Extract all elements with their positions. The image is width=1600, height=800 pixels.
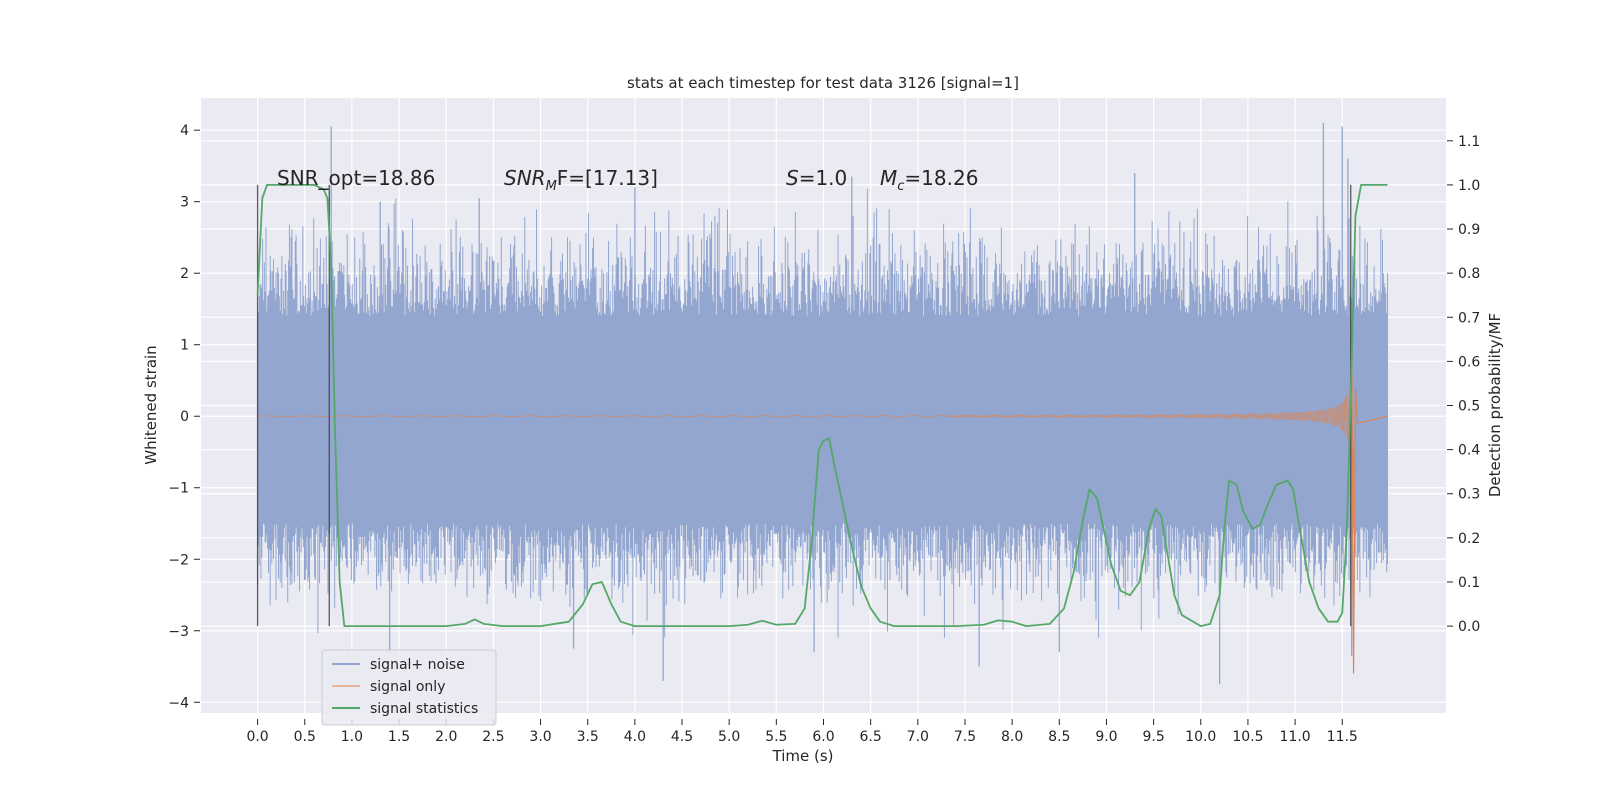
x-tick-label: 9.5 [1142, 729, 1164, 745]
y-tick-label: −1 [168, 481, 189, 497]
x-tick-label: 9.0 [1095, 729, 1117, 745]
x-tick-label: 11.5 [1327, 729, 1358, 745]
x-tick-label: 0.5 [294, 729, 316, 745]
x-tick-label: 1.5 [388, 729, 410, 745]
x-tick-label: 7.0 [907, 729, 929, 745]
x-axis-ticks: 0.0 0.5 1.0 1.5 2.0 2.5 3.0 3.5 4.0 4.5 5.0 5.5 6.0 6… [246, 719, 1358, 745]
y2-tick-label: 0.9 [1458, 222, 1480, 238]
y-axis-ticks: 4 3 2 1 0 −1 −2 −3 −4 [168, 123, 200, 711]
y2-tick-label: 0.6 [1458, 354, 1480, 370]
signal-only-line [257, 371, 1355, 505]
x-tick-label: 10.0 [1185, 729, 1216, 745]
x-tick-label: 7.5 [954, 729, 976, 745]
series-signal-noise [257, 123, 1389, 685]
y2-tick-label: 0.2 [1458, 531, 1480, 547]
x-tick-label: 11.0 [1280, 729, 1311, 745]
annotation-snr-opt: SNR_opt=18.86 [277, 166, 435, 190]
y-tick-label: −4 [168, 695, 189, 711]
x-axis-label: Time (s) [772, 747, 834, 765]
y2-tick-label: 1.0 [1458, 178, 1480, 194]
x-tick-label: 0.0 [246, 729, 268, 745]
y-tick-label: 3 [180, 195, 189, 211]
x-tick-label: 8.5 [1048, 729, 1070, 745]
annotation-mc-subscript: c [897, 179, 904, 194]
signal-only-merger [1351, 351, 1388, 674]
annotation-snr-mf-subscript: M [546, 179, 557, 194]
x-tick-label: 4.0 [624, 729, 646, 745]
y-tick-label: 0 [180, 409, 189, 425]
y-tick-label: −2 [168, 552, 189, 568]
annotations: SNR_opt=18.86 SNRMF=[17.13] S=1.0 Mc=18.… [277, 166, 978, 194]
legend-box [321, 649, 497, 726]
x-tick-label: 6.0 [812, 729, 834, 745]
annotation-mc-symbol: M [880, 166, 897, 190]
signal-only-envelope [946, 326, 1353, 506]
annotation-snr-mf: SNRMF=[17.13] [504, 166, 658, 194]
y-tick-label: 4 [180, 123, 189, 139]
y2-tick-label: 0.3 [1458, 487, 1480, 503]
x-tick-label: 6.5 [860, 729, 882, 745]
y2-tick-label: 0.1 [1458, 575, 1480, 591]
legend: signal+ noise signal only signal statist… [321, 649, 497, 726]
y2-tick-label: 0.0 [1458, 619, 1480, 635]
x-tick-label: 3.0 [529, 729, 551, 745]
x-tick-label: 8.0 [1001, 729, 1023, 745]
annotation-mc-value: =18.26 [904, 166, 978, 190]
annotation-snr-mf-symbol: SNR [504, 166, 546, 190]
y2-tick-label: 0.7 [1458, 310, 1480, 326]
legend-label-signal-noise: signal+ noise [370, 657, 465, 673]
annotation-mc: Mc=18.26 [880, 166, 978, 194]
x-tick-label: 2.5 [482, 729, 504, 745]
annotation-s: S=1.0 [786, 166, 847, 190]
y2-tick-label: 1.1 [1458, 134, 1480, 150]
series-signal-statistics [256, 184, 1388, 627]
y2-tick-label: 0.5 [1458, 399, 1480, 415]
x-tick-label: 5.0 [718, 729, 740, 745]
series-signal-only [257, 326, 1388, 674]
signal-statistics-line [256, 184, 1388, 627]
y-tick-label: −3 [168, 624, 189, 640]
y2-axis-ticks: 1.1 1.0 0.9 0.8 0.7 0.6 0.5 0.4 0.3 0.2 0.1 0.0 [1447, 134, 1480, 635]
annotation-s-symbol: S [786, 166, 799, 190]
y-axis-label: Whitened strain [142, 345, 160, 464]
x-tick-label: 5.5 [765, 729, 787, 745]
chart-title: stats at each timestep for test data 312… [627, 74, 1019, 92]
x-tick-label: 1.0 [341, 729, 363, 745]
annotation-snr-mf-value: F=[17.13] [557, 166, 658, 190]
x-tick-label: 10.5 [1232, 729, 1263, 745]
x-tick-label: 4.5 [671, 729, 693, 745]
y2-tick-label: 0.4 [1458, 443, 1480, 459]
y2-axis-label: Detection probability/MF [1486, 313, 1504, 497]
x-tick-label: 3.5 [577, 729, 599, 745]
y-tick-label: 1 [180, 338, 189, 354]
legend-label-signal-only: signal only [370, 679, 445, 695]
annotation-s-value: =1.0 [799, 166, 848, 190]
y2-tick-label: 0.8 [1458, 266, 1480, 282]
legend-label-signal-statistics: signal statistics [370, 701, 478, 717]
x-tick-label: 2.0 [435, 729, 457, 745]
y-tick-label: 2 [180, 266, 189, 282]
